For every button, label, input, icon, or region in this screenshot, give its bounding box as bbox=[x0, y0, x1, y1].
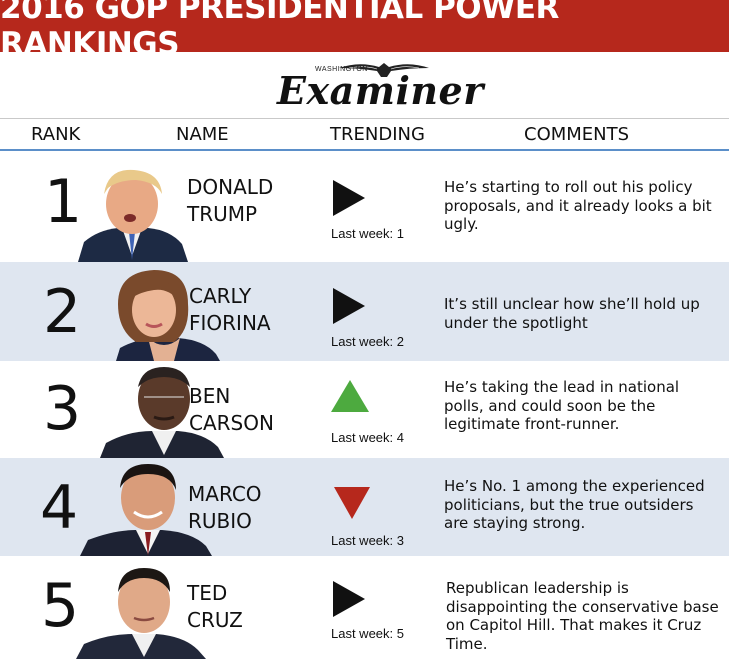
candidate-first-name: CARLY bbox=[189, 284, 252, 308]
candidate-comment: Republican leadership is disappointing t… bbox=[446, 579, 719, 653]
candidate-portrait-fiorina bbox=[116, 270, 220, 361]
ranking-row: 2 CARLY FIORINA Last week: 2 It’s still … bbox=[0, 262, 729, 361]
triangle-down-icon bbox=[334, 487, 370, 519]
candidate-comment: He’s starting to roll out his policy pro… bbox=[444, 178, 712, 233]
masthead: WASHINGTON Examiner bbox=[0, 52, 729, 118]
play-right-icon bbox=[333, 288, 365, 324]
candidate-comment: He’s taking the lead in national polls, … bbox=[444, 378, 680, 433]
candidate-last-name: CRUZ bbox=[187, 608, 243, 632]
play-right-icon bbox=[333, 581, 365, 617]
column-header-name: NAME bbox=[176, 124, 229, 145]
candidate-first-name: DONALD bbox=[187, 175, 274, 199]
masthead-small-text: WASHINGTON bbox=[315, 66, 368, 73]
column-header-comments: COMMENTS bbox=[524, 124, 630, 145]
play-right-icon bbox=[333, 180, 365, 216]
candidate-first-name: TED bbox=[187, 581, 228, 605]
ranking-row: 3 BEN CARSON Last week: 4 He’s taking th… bbox=[0, 361, 729, 458]
rank-number: 4 bbox=[40, 473, 79, 543]
rank-number: 5 bbox=[41, 571, 80, 641]
candidate-first-name: MARCO bbox=[188, 482, 262, 506]
last-week-rank: Last week: 2 bbox=[331, 334, 404, 349]
column-header-trending: TRENDING bbox=[330, 124, 425, 145]
last-week-rank: Last week: 1 bbox=[331, 226, 404, 241]
rank-number: 2 bbox=[43, 277, 82, 347]
column-header-rank: RANK bbox=[31, 124, 81, 145]
candidate-portrait-cruz bbox=[76, 568, 206, 659]
last-week-rank: Last week: 5 bbox=[331, 626, 404, 641]
page-title-banner: 2016 GOP PRESIDENTIAL POWER RANKINGS bbox=[0, 0, 729, 62]
ranking-row: 5 TED CRUZ Last week: 5 Republican leade… bbox=[0, 556, 729, 659]
rank-number: 1 bbox=[44, 167, 83, 237]
candidate-portrait-carson bbox=[100, 367, 224, 458]
column-header-row: RANK NAME TRENDING COMMENTS bbox=[0, 118, 729, 151]
candidate-last-name: TRUMP bbox=[187, 202, 258, 226]
page-title: 2016 GOP PRESIDENTIAL POWER RANKINGS bbox=[0, 0, 559, 62]
eagle-icon bbox=[339, 63, 429, 77]
candidate-last-name: CARSON bbox=[189, 411, 274, 435]
candidate-first-name: BEN bbox=[189, 384, 231, 408]
last-week-rank: Last week: 4 bbox=[331, 430, 404, 445]
candidate-portrait-trump bbox=[78, 169, 188, 262]
rank-number: 3 bbox=[43, 374, 82, 444]
candidate-comment: It’s still unclear how she’ll hold up un… bbox=[444, 295, 700, 332]
candidate-portrait-rubio bbox=[80, 464, 212, 556]
ranking-row: 4 MARCO RUBIO Last week: 3 He’s No. 1 am… bbox=[0, 458, 729, 556]
candidate-last-name: FIORINA bbox=[189, 311, 271, 335]
ranking-row: 1 DONALD TRUMP Last week: 1 He’s startin… bbox=[0, 152, 729, 262]
washington-examiner-logo: WASHINGTON Examiner bbox=[277, 57, 484, 113]
candidate-last-name: RUBIO bbox=[188, 509, 252, 533]
last-week-rank: Last week: 3 bbox=[331, 533, 404, 548]
candidate-comment: He’s No. 1 among the experienced politic… bbox=[444, 477, 705, 532]
triangle-up-icon bbox=[331, 380, 369, 412]
masthead-name: Examiner bbox=[277, 68, 484, 113]
